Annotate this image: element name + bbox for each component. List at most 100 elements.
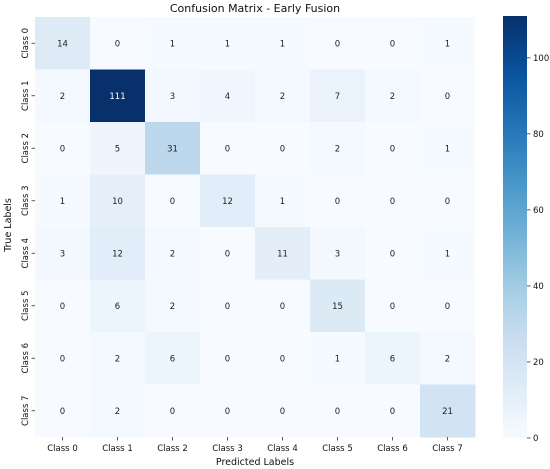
- cell-value-label: 0: [60, 144, 65, 154]
- heatmap-cell: [35, 17, 91, 70]
- cell-value-label: 0: [280, 144, 285, 154]
- cell-value-label: 1: [225, 39, 230, 49]
- cell-value-label: 2: [445, 354, 450, 364]
- heatmap-cell: [310, 332, 366, 385]
- heatmap-cell: [255, 384, 311, 438]
- colorbar-ticks: 0 20 40 60 80 100: [527, 54, 549, 444]
- heatmap-cell: [365, 332, 421, 385]
- y-tick-label: Class 3: [21, 186, 31, 216]
- cell-value-label: 0: [445, 302, 450, 312]
- heatmap-cell: [145, 69, 201, 123]
- colorbar: [503, 16, 527, 438]
- cell-value-label: 0: [225, 302, 230, 312]
- heatmap-cell: [145, 227, 201, 280]
- chart-title: Confusion Matrix - Early Fusion: [170, 2, 340, 15]
- cell-value-label: 1: [280, 39, 285, 49]
- y-tick-label: Class 7: [21, 396, 31, 426]
- cell-value-label: 7: [335, 92, 340, 102]
- heatmap-cell: [365, 279, 421, 333]
- cell-value-label: 2: [60, 92, 65, 102]
- heatmap-cell: [310, 174, 366, 228]
- y-axis-ticks: Class 0 Class 1 Class 2 Class 3 Class 4 Class…: [21, 28, 35, 426]
- heatmap-cell: [420, 174, 476, 228]
- x-tick-label: Class 1: [102, 444, 132, 454]
- cell-value-label: 10: [112, 197, 123, 207]
- heatmap-cell: [145, 17, 201, 70]
- heatmap-cell: [200, 332, 256, 385]
- heatmap-cell: [420, 17, 476, 70]
- heatmap-cell: [420, 332, 476, 385]
- heatmap-cell: [420, 279, 476, 333]
- y-tick-label: Class 2: [21, 133, 31, 163]
- heatmap-cell: [200, 122, 256, 175]
- y-tick-label: Class 6: [21, 343, 31, 373]
- cell-value-label: 0: [60, 407, 65, 417]
- cell-value-label: 2: [115, 354, 120, 364]
- cell-value-label: 0: [390, 144, 395, 154]
- cell-value-label: 2: [170, 249, 175, 259]
- y-axis-label: True Labels: [3, 198, 14, 253]
- heatmap-cell: [35, 227, 91, 280]
- cell-value-label: 0: [335, 407, 340, 417]
- cell-value-label: 6: [170, 354, 175, 364]
- heatmap-cell: [90, 384, 146, 438]
- cell-value-label: 0: [115, 39, 120, 49]
- cell-value-label: 0: [225, 144, 230, 154]
- cell-value-label: 0: [225, 407, 230, 417]
- cell-value-label: 14: [57, 39, 68, 49]
- cell-value-label: 11: [277, 249, 288, 259]
- cell-value-label: 1: [170, 39, 175, 49]
- heatmap-cell: [35, 174, 91, 228]
- colorbar-tick-label: 0: [533, 434, 538, 444]
- heatmap-cells: [35, 17, 476, 438]
- heatmap-cell: [35, 332, 91, 385]
- heatmap-cell: [365, 17, 421, 70]
- heatmap-cell: [255, 17, 311, 70]
- heatmap-cell: [200, 279, 256, 333]
- cell-value-label: 111: [109, 92, 125, 102]
- heatmap-cell: [200, 69, 256, 123]
- cell-value-label: 0: [170, 197, 175, 207]
- cell-value-label: 2: [170, 302, 175, 312]
- heatmap-cell: [145, 279, 201, 333]
- cell-value-label: 0: [225, 354, 230, 364]
- heatmap-cell: [365, 227, 421, 280]
- y-tick-label: Class 5: [21, 291, 31, 321]
- heatmap-cell: [145, 384, 201, 438]
- cell-value-label: 0: [60, 302, 65, 312]
- cell-value-label: 1: [60, 197, 65, 207]
- heatmap-cell: [255, 279, 311, 333]
- heatmap-cell: [310, 17, 366, 70]
- heatmap-cell: [255, 332, 311, 385]
- heatmap-cell: [365, 122, 421, 175]
- cell-value-label: 1: [445, 249, 450, 259]
- x-axis-ticks: Class 0 Class 1 Class 2 Class 3 Class 4 Class…: [47, 437, 463, 454]
- x-tick-label: Class 6: [377, 444, 407, 454]
- x-axis-label: Predicted Labels: [216, 457, 294, 468]
- cell-value-label: 0: [280, 407, 285, 417]
- colorbar-tick-label: 80: [533, 130, 544, 140]
- cell-value-label: 0: [335, 197, 340, 207]
- cell-value-label: 6: [390, 354, 395, 364]
- heatmap-cell: [255, 69, 311, 123]
- cell-value-label: 21: [442, 407, 453, 417]
- x-tick-label: Class 5: [322, 444, 352, 454]
- cell-value-label: 0: [390, 249, 395, 259]
- cell-value-label: 2: [280, 92, 285, 102]
- heatmap-cell: [35, 122, 91, 175]
- y-tick-label: Class 1: [21, 81, 31, 111]
- cell-value-label: 4: [225, 92, 230, 102]
- heatmap-cell: [90, 69, 146, 123]
- heatmap-cell: [255, 227, 311, 280]
- heatmap-cell: [310, 69, 366, 123]
- cell-value-label: 3: [170, 92, 175, 102]
- heatmap-cell: [90, 279, 146, 333]
- y-tick-label: Class 4: [21, 238, 31, 268]
- heatmap-cell: [145, 122, 201, 175]
- heatmap-cell: [420, 384, 476, 438]
- colorbar-tick-label: 60: [533, 206, 544, 216]
- cell-value-label: 0: [390, 197, 395, 207]
- heatmap-cell: [365, 69, 421, 123]
- cell-value-label: 12: [222, 197, 233, 207]
